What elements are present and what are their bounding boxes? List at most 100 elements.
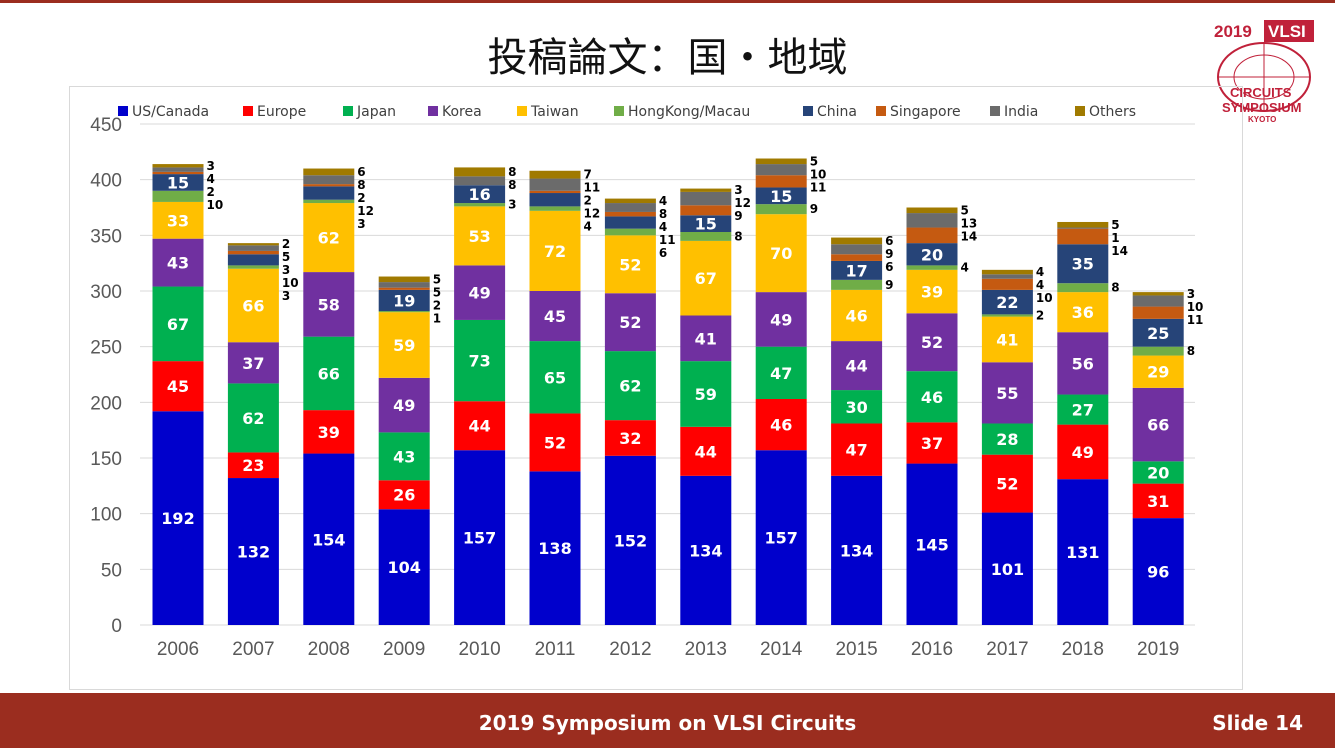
- data-label: 3: [508, 198, 516, 212]
- data-label: 29: [1147, 363, 1169, 382]
- data-label: 3: [734, 183, 742, 197]
- bar-segment: [981, 316, 1033, 363]
- data-label: 12: [357, 204, 374, 218]
- bar-segment: [227, 268, 279, 343]
- x-tick-label: 2019: [1137, 639, 1179, 660]
- bar-segment: [755, 158, 807, 165]
- data-label: 9: [885, 247, 893, 261]
- slide-number: Slide 14: [1212, 711, 1303, 735]
- data-label: 59: [393, 336, 415, 355]
- data-label: 17: [845, 261, 867, 280]
- bar-segment: [227, 478, 279, 625]
- data-label: 2: [433, 298, 441, 312]
- data-label: 4: [1036, 278, 1044, 292]
- data-label: 52: [619, 255, 641, 274]
- chart-frame: [69, 86, 1243, 690]
- svg-text:2019: 2019: [1214, 22, 1252, 41]
- data-label: 37: [921, 434, 943, 453]
- data-label: 5: [1111, 218, 1119, 232]
- legend-label: Japan: [356, 104, 396, 120]
- data-label: 10: [1036, 291, 1053, 305]
- svg-text:SYMPOSIUM: SYMPOSIUM: [1222, 100, 1301, 115]
- legend-label: Taiwan: [530, 104, 579, 120]
- legend-swatch: [118, 106, 128, 116]
- bar-segment: [303, 199, 355, 204]
- data-label: 49: [1072, 443, 1094, 462]
- data-label: 4: [659, 220, 667, 234]
- bar-segment: [529, 210, 581, 291]
- x-tick-label: 2006: [157, 639, 199, 660]
- data-label: 134: [689, 541, 722, 560]
- bar-segment: [981, 314, 1033, 317]
- bar-segment: [303, 168, 355, 176]
- y-tick-label: 0: [111, 616, 122, 637]
- data-label: 11: [584, 181, 601, 195]
- data-label: 5: [810, 154, 818, 168]
- bar-segment: [454, 319, 506, 402]
- data-label: 47: [770, 364, 792, 383]
- bar-segment: [831, 244, 883, 255]
- bar-segment: [604, 455, 656, 625]
- bar-segment: [1057, 228, 1109, 245]
- bar-segment: [680, 231, 732, 241]
- bar-segment: [378, 480, 430, 510]
- data-label: 73: [468, 352, 490, 371]
- bar-segment: [303, 186, 355, 200]
- data-label: 4: [1036, 265, 1044, 279]
- bar-segment: [831, 254, 883, 261]
- data-label: 32: [619, 429, 641, 448]
- bar-segment: [378, 312, 430, 378]
- bar-segment: [454, 401, 506, 451]
- data-label: 59: [695, 385, 717, 404]
- bar-segment: [152, 167, 204, 172]
- bar-segment: [378, 276, 430, 283]
- data-label: 39: [318, 423, 340, 442]
- legend-swatch: [990, 106, 1000, 116]
- data-label: 15: [695, 215, 717, 234]
- data-label: 12: [584, 207, 601, 221]
- legend-swatch: [1075, 106, 1085, 116]
- data-label: 104: [387, 558, 420, 577]
- bar-segment: [906, 422, 958, 464]
- data-label: 12: [734, 196, 751, 210]
- data-label: 62: [242, 409, 264, 428]
- data-label: 41: [695, 329, 717, 348]
- bar-segment: [303, 410, 355, 454]
- x-tick-label: 2008: [308, 639, 350, 660]
- legend-label: India: [1004, 104, 1038, 120]
- bar-segment: [378, 282, 430, 288]
- vlsi-symposium-logo: 2019 VLSI CIRCUITS SYMPOSIUM KYOTO: [1214, 20, 1314, 124]
- data-label: 52: [544, 433, 566, 452]
- bar-segment: [529, 178, 581, 191]
- bar-segment: [1057, 227, 1109, 229]
- bar-segment: [755, 450, 807, 625]
- data-label: 138: [538, 539, 571, 558]
- legend-label: Others: [1089, 104, 1136, 120]
- bar-segment: [831, 390, 883, 424]
- data-label: 14: [961, 229, 978, 243]
- bar-segment: [454, 265, 506, 320]
- data-label: 15: [167, 173, 189, 192]
- y-tick-label: 350: [90, 226, 122, 247]
- data-label: 58: [318, 295, 340, 314]
- bar-segment: [680, 315, 732, 362]
- slide-title: 投稿論文：国・地域: [487, 35, 848, 81]
- data-label: 8: [659, 207, 667, 221]
- bar-segment: [1057, 479, 1109, 625]
- x-tick-label: 2009: [383, 639, 425, 660]
- data-label: 26: [393, 486, 415, 505]
- bar-segment: [831, 260, 883, 280]
- bar-segment: [152, 171, 204, 175]
- bar-segment: [831, 237, 883, 245]
- bar-segment: [454, 450, 506, 625]
- legend-swatch: [876, 106, 886, 116]
- data-label: 3: [282, 289, 290, 303]
- bar-segment: [454, 203, 506, 207]
- data-label: 41: [996, 330, 1018, 349]
- data-label: 37: [242, 354, 264, 373]
- bar-segment: [981, 278, 1033, 290]
- bar-segment: [378, 311, 430, 313]
- bar-segment: [680, 191, 732, 206]
- bar-segment: [906, 269, 958, 314]
- data-label: 9: [734, 209, 742, 223]
